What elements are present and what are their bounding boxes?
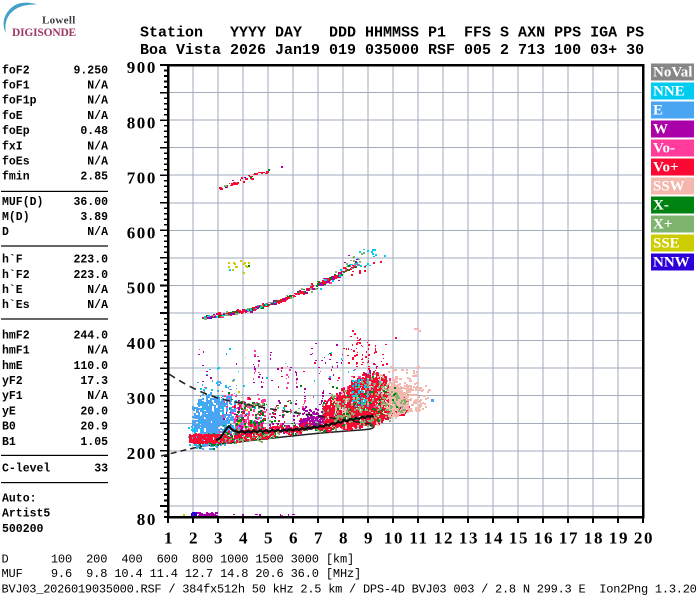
svg-text:NNW: NNW xyxy=(653,255,690,271)
svg-text:300: 300 xyxy=(127,389,157,408)
svg-text:SSW: SSW xyxy=(653,179,685,195)
svg-text:Boa Vista 2026 Jan19 019 03500: Boa Vista 2026 Jan19 019 035000 RSF 005 … xyxy=(140,42,644,59)
svg-text:2: 2 xyxy=(189,529,199,548)
svg-text:foF1: foF1 xyxy=(2,80,30,93)
svg-text:B0: B0 xyxy=(2,421,16,434)
svg-text:foEp: foEp xyxy=(2,125,30,138)
svg-text:80: 80 xyxy=(137,510,157,529)
svg-text:N/A: N/A xyxy=(87,110,108,123)
svg-text:11: 11 xyxy=(409,529,428,548)
svg-text:h`E: h`E xyxy=(2,284,23,297)
svg-text:3: 3 xyxy=(214,529,224,548)
svg-text:4: 4 xyxy=(239,529,249,548)
svg-text:17: 17 xyxy=(559,529,579,548)
svg-text:X+: X+ xyxy=(653,217,672,233)
svg-text:223.0: 223.0 xyxy=(73,254,108,267)
svg-text:10: 10 xyxy=(384,529,404,548)
svg-text:yF2: yF2 xyxy=(2,375,23,388)
svg-text:700: 700 xyxy=(127,168,157,187)
svg-text:500: 500 xyxy=(127,279,157,298)
svg-text:13: 13 xyxy=(459,529,479,548)
svg-text:20.0: 20.0 xyxy=(80,405,108,418)
svg-text:9.250: 9.250 xyxy=(73,64,108,77)
svg-text:0.48: 0.48 xyxy=(80,125,108,138)
svg-text:hmF2: hmF2 xyxy=(2,329,30,342)
svg-text:Vo-: Vo- xyxy=(653,141,675,157)
svg-text:X-: X- xyxy=(653,198,669,214)
svg-text:yF1: yF1 xyxy=(2,390,23,403)
svg-text:33: 33 xyxy=(94,462,108,475)
svg-text:900: 900 xyxy=(127,58,157,77)
svg-text:D: D xyxy=(2,226,9,239)
svg-text:1: 1 xyxy=(164,529,174,548)
svg-text:N/A: N/A xyxy=(87,284,108,297)
svg-text:1.05: 1.05 xyxy=(80,436,108,449)
svg-text:foE: foE xyxy=(2,110,23,123)
svg-text:SSE: SSE xyxy=(653,236,680,252)
svg-text:5: 5 xyxy=(264,529,274,548)
svg-text:N/A: N/A xyxy=(87,140,108,153)
svg-text:foF1p: foF1p xyxy=(2,95,37,108)
svg-text:20.9: 20.9 xyxy=(80,421,108,434)
svg-text:3.89: 3.89 xyxy=(80,211,108,224)
svg-text:223.0: 223.0 xyxy=(73,269,108,282)
svg-text:12: 12 xyxy=(434,529,454,548)
svg-text:2.85: 2.85 xyxy=(80,171,108,184)
svg-text:fmin: fmin xyxy=(2,171,30,184)
svg-text:M(D): M(D) xyxy=(2,211,30,224)
svg-text:14: 14 xyxy=(484,529,504,548)
svg-text:N/A: N/A xyxy=(87,299,108,312)
svg-text:fxI: fxI xyxy=(2,140,23,153)
svg-text:hmE: hmE xyxy=(2,360,23,373)
svg-text:400: 400 xyxy=(127,334,157,353)
svg-text:110.0: 110.0 xyxy=(73,360,108,373)
svg-text:N/A: N/A xyxy=(87,156,108,169)
svg-text:9: 9 xyxy=(364,529,374,548)
svg-text:DIGISONDE: DIGISONDE xyxy=(12,27,77,39)
svg-text:W: W xyxy=(653,122,668,138)
svg-text:7: 7 xyxy=(314,529,324,548)
svg-text:N/A: N/A xyxy=(87,80,108,93)
svg-text:foF2: foF2 xyxy=(2,64,30,77)
svg-text:18: 18 xyxy=(584,529,604,548)
svg-text:NNE: NNE xyxy=(653,84,685,100)
svg-text:E: E xyxy=(653,103,663,119)
svg-text:NoVal: NoVal xyxy=(653,65,692,81)
svg-text:Station YYYY DAY DDD HHMMS: Station YYYY DAY DDD HHMMSS P1 FFS S AXN… xyxy=(140,24,644,41)
svg-text:foEs: foEs xyxy=(2,156,30,169)
svg-text:BVJ03_2026019035000.RSF / 384f: BVJ03_2026019035000.RSF / 384fx512h 50 k… xyxy=(2,583,697,597)
svg-text:6: 6 xyxy=(289,529,299,548)
svg-text:19: 19 xyxy=(609,529,629,548)
svg-text:C-level: C-level xyxy=(2,462,50,475)
svg-text:MUF(D): MUF(D) xyxy=(2,196,43,209)
svg-text:36.00: 36.00 xyxy=(73,196,108,209)
svg-text:N/A: N/A xyxy=(87,390,108,403)
svg-text:600: 600 xyxy=(127,224,157,243)
svg-text:20: 20 xyxy=(634,529,654,548)
svg-text:500200: 500200 xyxy=(2,523,44,536)
svg-text:B1: B1 xyxy=(2,436,16,449)
svg-text:Lowell: Lowell xyxy=(42,15,76,27)
svg-text:Auto:: Auto: xyxy=(2,492,37,505)
svg-text:MUF 9.6 9.8 10.4 11.4 12.7: MUF 9.6 9.8 10.4 11.4 12.7 14.8 20.6 36.… xyxy=(2,567,362,581)
svg-text:h`Es: h`Es xyxy=(2,299,30,312)
svg-text:244.0: 244.0 xyxy=(73,329,108,342)
svg-text:8: 8 xyxy=(339,529,349,548)
svg-text:yE: yE xyxy=(2,405,16,418)
svg-text:D 100 200 400 600 800: D 100 200 400 600 800 1000 1500 3000 [km… xyxy=(2,553,355,567)
svg-text:800: 800 xyxy=(127,113,157,132)
svg-text:15: 15 xyxy=(509,529,529,548)
svg-text:Vo+: Vo+ xyxy=(653,160,679,176)
svg-text:200: 200 xyxy=(127,444,157,463)
svg-text:h`F2: h`F2 xyxy=(2,269,30,282)
svg-text:16: 16 xyxy=(534,529,554,548)
svg-text:h`F: h`F xyxy=(2,254,23,267)
svg-text:17.3: 17.3 xyxy=(80,375,108,388)
svg-text:N/A: N/A xyxy=(87,95,108,108)
svg-text:N/A: N/A xyxy=(87,226,108,239)
svg-text:N/A: N/A xyxy=(87,345,108,358)
svg-text:hmF1: hmF1 xyxy=(2,345,30,358)
svg-text:Artist5: Artist5 xyxy=(2,508,50,521)
